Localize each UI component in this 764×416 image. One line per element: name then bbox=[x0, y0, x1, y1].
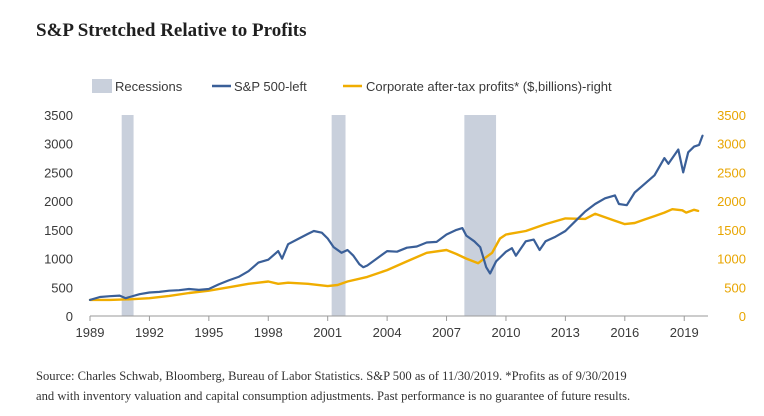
y-left-tick-label: 1500 bbox=[44, 223, 73, 238]
y-left-tick-label: 500 bbox=[51, 280, 73, 295]
source-line-1: Source: Charles Schwab, Bloomberg, Burea… bbox=[36, 369, 627, 383]
x-tick-label: 2001 bbox=[313, 325, 342, 340]
legend-swatch-recessions bbox=[92, 79, 112, 93]
y-right-tick-label: 0 bbox=[739, 309, 746, 324]
chart-axes: 0 500 1000 1500 2000 2500 3000 3500 0 500 1000 1500… bbox=[44, 108, 746, 340]
x-tick-label: 2016 bbox=[610, 325, 639, 340]
recession-band-3 bbox=[464, 115, 497, 316]
chart: Recessions S&P 500-left Corporate after-ta… bbox=[44, 79, 746, 340]
x-tick-label: 1995 bbox=[194, 325, 223, 340]
y-right-tick-label: 3000 bbox=[717, 137, 746, 152]
legend-label-recessions: Recessions bbox=[115, 79, 183, 94]
x-tick-label: 1992 bbox=[135, 325, 164, 340]
series-line-profits bbox=[88, 208, 700, 302]
y-left-tick-label: 1000 bbox=[44, 252, 73, 267]
chart-series bbox=[88, 134, 704, 302]
source-note: Source: Charles Schwab, Bloomberg, Burea… bbox=[36, 366, 762, 406]
x-tick-label: 2007 bbox=[432, 325, 461, 340]
legend-label-sp500: S&P 500-left bbox=[234, 79, 307, 94]
x-tick-label: 1998 bbox=[254, 325, 283, 340]
y-left-tick-label: 0 bbox=[66, 309, 73, 324]
chart-title: S&P Stretched Relative to Profits bbox=[36, 20, 307, 41]
x-tick-label: 2019 bbox=[670, 325, 699, 340]
y-right-tick-label: 2500 bbox=[717, 165, 746, 180]
y-right-tick-label: 1500 bbox=[717, 223, 746, 238]
legend-label-profits: Corporate after-tax profits* ($,billions… bbox=[366, 79, 612, 94]
y-right-tick-label: 1000 bbox=[717, 252, 746, 267]
y-right-tick-label: 500 bbox=[724, 280, 746, 295]
y-left-tick-label: 2000 bbox=[44, 194, 73, 209]
x-tick-label: 1989 bbox=[76, 325, 105, 340]
y-right-tick-label: 2000 bbox=[717, 194, 746, 209]
x-tick-label: 2010 bbox=[492, 325, 521, 340]
chart-legend: Recessions S&P 500-left Corporate after-ta… bbox=[92, 79, 612, 94]
recession-band-2 bbox=[331, 115, 346, 316]
y-right-tick-label: 3500 bbox=[717, 108, 746, 123]
series-line-sp500 bbox=[88, 134, 704, 301]
recession-band-1 bbox=[121, 115, 134, 316]
x-tick-label: 2004 bbox=[373, 325, 402, 340]
recession-bands bbox=[121, 115, 497, 316]
source-line-2: and with inventory valuation and capital… bbox=[36, 389, 631, 403]
y-left-tick-label: 2500 bbox=[44, 165, 73, 180]
y-left-tick-label: 3000 bbox=[44, 137, 73, 152]
x-tick-label: 2013 bbox=[551, 325, 580, 340]
y-left-tick-label: 3500 bbox=[44, 108, 73, 123]
